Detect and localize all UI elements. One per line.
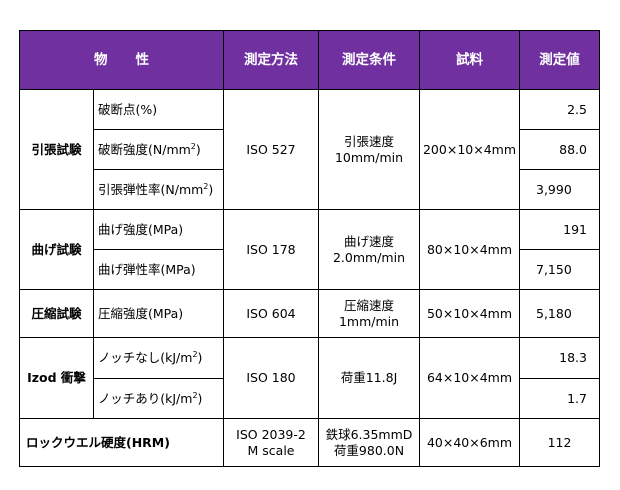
header-property-a: 物	[94, 52, 108, 68]
compression-strength-value: 5,180	[519, 289, 600, 338]
compression-condition-line2: 1mm/min	[338, 313, 400, 329]
tensile-modulus-close: )	[208, 181, 214, 197]
compression-specimen: 50×10×4mm	[419, 289, 520, 338]
izod-unnotched-label: ノッチなし(kJ/m2)	[93, 337, 224, 379]
bending-specimen: 80×10×4mm	[419, 209, 520, 290]
tensile-condition: 引張速度 10mm/min	[318, 89, 420, 210]
izod-unnotched-close: )	[197, 350, 203, 365]
tensile-row-1: 引張試験 破断点(%) ISO 527 引張速度 10mm/min 200×10×…	[19, 89, 600, 210]
bending-condition-line2: 2.0mm/min	[332, 249, 405, 265]
izod-unnotched-sup: 2	[192, 350, 198, 359]
rockwell-method-line2: M scale	[247, 442, 295, 458]
bending-row-1: 曲げ試験 曲げ強度(MPa) ISO 178 曲げ速度 2.0mm/min 80×…	[19, 209, 600, 290]
tensile-modulus-text: 引張弾性率(N/mm	[98, 181, 204, 197]
rockwell-condition: 鉄球6.35mmD 荷重980.0N	[318, 418, 420, 467]
tensile-break-strength-value: 88.0	[519, 129, 600, 170]
header-property-b: 性	[135, 52, 150, 68]
rockwell-condition-line2: 荷重980.0N	[333, 442, 405, 458]
bending-group-label: 曲げ試験	[19, 209, 94, 290]
tensile-break-strength-label: 破断強度(N/mm2)	[93, 129, 224, 170]
bending-method: ISO 178	[223, 209, 319, 290]
izod-notched-sup: 2	[192, 390, 198, 400]
tensile-break-point-label: 破断点(%)	[93, 89, 224, 130]
header-row: 物性 測定方法 測定条件 試料 測定値	[19, 30, 600, 90]
bending-strength-label: 曲げ強度(MPa)	[93, 209, 224, 250]
header-condition: 測定条件	[318, 30, 420, 90]
tensile-break-strength-sup: 2	[190, 141, 196, 151]
rockwell-label: ロックウエル硬度(HRM)	[19, 418, 224, 467]
rockwell-condition-line1: 鉄球6.35mmD	[325, 426, 413, 442]
tensile-condition-line2: 10mm/min	[334, 149, 404, 165]
header-method: 測定方法	[223, 30, 319, 90]
bending-modulus-value: 7,150	[519, 249, 600, 290]
rockwell-method-line1: ISO 2039-2	[236, 426, 306, 442]
compression-row: 圧縮試験 圧縮強度(MPa) ISO 604 圧縮速度 1mm/min 50×10…	[19, 289, 600, 338]
compression-group-label: 圧縮試験	[19, 289, 94, 338]
properties-table: 物性 測定方法 測定条件 試料 測定値 引張試験 破断点(%) ISO 527 …	[19, 30, 600, 467]
izod-unnotched-text: ノッチなし(kJ/m	[98, 350, 193, 365]
tensile-specimen: 200×10×4mm	[419, 89, 520, 210]
rockwell-value: 112	[519, 418, 600, 467]
bending-condition: 曲げ速度 2.0mm/min	[318, 209, 420, 290]
header-value: 測定値	[519, 30, 600, 90]
rockwell-method: ISO 2039-2 M scale	[223, 418, 319, 467]
header-property: 物性	[19, 30, 224, 90]
izod-specimen: 64×10×4mm	[419, 337, 520, 419]
izod-notched-value: 1.7	[519, 378, 600, 419]
compression-strength-label: 圧縮強度(MPa)	[93, 289, 224, 338]
compression-method: ISO 604	[223, 289, 319, 338]
tensile-break-strength-text: 破断強度(N/mm	[98, 141, 191, 157]
compression-condition-line1: 圧縮速度	[343, 297, 394, 313]
bending-modulus-label: 曲げ弾性率(MPa)	[93, 249, 224, 290]
izod-notched-label: ノッチあり(kJ/m2)	[93, 378, 224, 419]
izod-method: ISO 180	[223, 337, 319, 419]
tensile-break-point-value: 2.5	[519, 89, 600, 130]
bending-condition-line1: 曲げ速度	[343, 233, 394, 249]
rockwell-row: ロックウエル硬度(HRM) ISO 2039-2 M scale 鉄球6.35mm…	[19, 418, 600, 467]
header-specimen: 試料	[419, 30, 520, 90]
tensile-modulus-value: 3,990	[519, 169, 600, 210]
rockwell-specimen: 40×40×6mm	[419, 418, 520, 467]
tensile-group-label: 引張試験	[19, 89, 94, 210]
tensile-break-strength-close: )	[195, 141, 201, 157]
bending-strength-value: 191	[519, 209, 600, 250]
tensile-method: ISO 527	[223, 89, 319, 210]
tensile-condition-line1: 引張速度	[343, 133, 394, 149]
izod-unnotched-value: 18.3	[519, 337, 600, 379]
tensile-modulus-sup: 2	[203, 181, 209, 191]
izod-group-label: Izod 衝撃	[19, 337, 94, 419]
izod-row-1: Izod 衝撃 ノッチなし(kJ/m2) ISO 180 荷重11.8J 64×…	[19, 337, 600, 419]
izod-condition: 荷重11.8J	[318, 337, 420, 419]
izod-notched-text: ノッチあり(kJ/m	[98, 390, 193, 406]
tensile-break-point-text: 破断点(%)	[98, 101, 158, 117]
tensile-row-2: 破断強度(N/mm2) 88.0	[20, 129, 600, 170]
izod-notched-close: )	[197, 390, 203, 406]
izod-row-2: ノッチあり(kJ/m2) 1.7	[20, 378, 600, 419]
compression-condition: 圧縮速度 1mm/min	[318, 289, 420, 338]
tensile-modulus-label: 引張弾性率(N/mm2)	[93, 169, 224, 210]
